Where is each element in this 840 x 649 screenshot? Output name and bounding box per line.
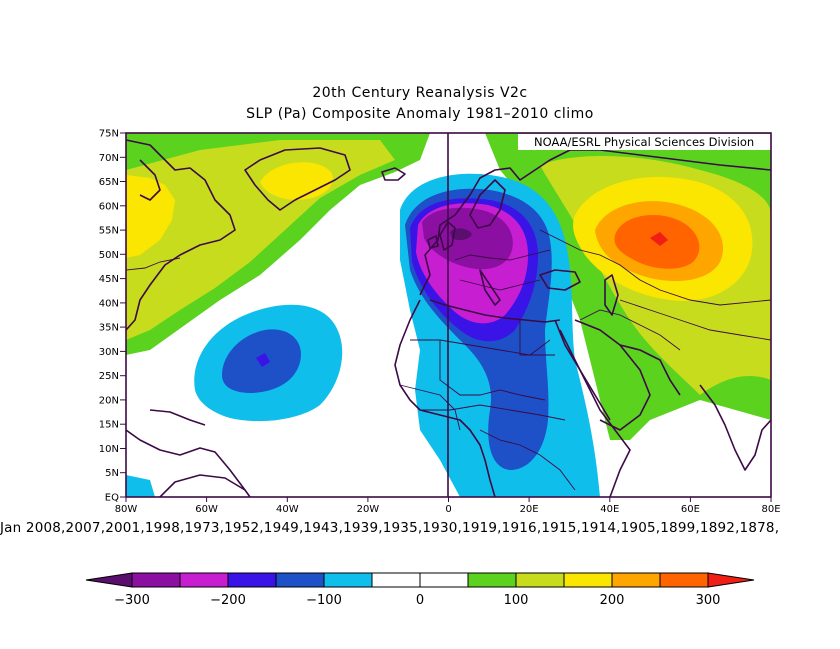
colorbar-bin-8	[467, 572, 517, 588]
coast-india	[699, 384, 771, 471]
credit-box	[518, 134, 771, 150]
colorbar-bin-5	[323, 572, 373, 588]
x-label-0: 0	[445, 504, 451, 515]
border-egypt	[519, 320, 555, 356]
colorbar-bin-6	[371, 572, 421, 588]
coast-south-america	[159, 474, 246, 497]
cb-label-m200: −200	[210, 593, 246, 608]
neg-contour-300	[450, 228, 472, 241]
y-label-55n: 55N	[99, 226, 119, 237]
coastlines	[126, 139, 771, 497]
x-axis-labels: 80W 60W 40W 20W 0 20E 40E 60E 80E	[115, 504, 781, 515]
y-axis-labels: 75N 70N 65N 60N 55N 50N 45N 40N 35N 30N 25N 20N 15N 1…	[99, 129, 119, 504]
colorbar-labels: −300 −200 −100 0 100 200 300	[114, 593, 720, 608]
x-label-20e: 20E	[520, 504, 539, 515]
border-middle-east	[579, 309, 681, 351]
y-label-10n: 10N	[99, 444, 119, 455]
coast-arabia	[574, 319, 651, 431]
border-west-africa	[399, 384, 461, 431]
y-label-30n: 30N	[99, 347, 119, 358]
border-central-asia	[619, 299, 771, 341]
y-label-70n: 70N	[99, 153, 119, 164]
border-sahel	[420, 404, 566, 421]
pos-contour-350-east	[650, 232, 668, 246]
cb-label-100: 100	[504, 593, 529, 608]
border-europe-2	[459, 279, 541, 291]
border-central-africa	[479, 429, 576, 491]
coast-horn-africa	[559, 329, 631, 497]
coast-africa	[394, 299, 496, 497]
coast-caribbean	[126, 429, 251, 497]
country-borders	[126, 229, 771, 491]
coast-hudson	[139, 159, 161, 201]
coast-italy	[479, 269, 501, 306]
pos-contour-150-west	[126, 140, 395, 340]
cb-label-300: 300	[696, 593, 721, 608]
neg-contour-atlantic-150	[256, 353, 270, 367]
x-label-40e: 40E	[600, 504, 619, 515]
title-line-1: 20th Century Reanalysis V2c	[312, 85, 528, 101]
border-russia	[539, 229, 771, 306]
y-axis	[120, 132, 126, 498]
coast-black-sea	[539, 269, 581, 291]
x-axis	[125, 497, 772, 502]
y-label-20n: 20N	[99, 395, 119, 406]
x-label-60e: 60E	[681, 504, 700, 515]
border-sahara-1	[410, 339, 551, 356]
coast-persian-gulf	[619, 344, 681, 396]
coast-cuba	[149, 409, 206, 426]
y-label-eq: EQ	[105, 493, 119, 504]
colorbar-left-arrow	[85, 572, 133, 588]
border-sahara-2	[439, 340, 546, 401]
y-label-60n: 60N	[99, 201, 119, 212]
colorbar-bin-10	[563, 572, 613, 588]
coast-british-isles	[427, 221, 456, 251]
x-label-40w: 40W	[276, 504, 299, 515]
colorbar-bin-1	[131, 572, 181, 588]
coast-greenland	[244, 147, 351, 211]
coast-iceland	[381, 167, 406, 181]
coast-europe	[419, 149, 771, 296]
colorbar-bin-4	[275, 572, 325, 588]
colorbar-bin-3	[227, 572, 277, 588]
y-label-35n: 35N	[99, 323, 119, 334]
credit-text: NOAA/ESRL Physical Sciences Division	[534, 135, 754, 149]
y-label-65n: 65N	[99, 177, 119, 188]
colorbar-bin-9	[515, 572, 565, 588]
colorbar-bin-11	[611, 572, 661, 588]
y-label-40n: 40N	[99, 298, 119, 309]
cb-label-0: 0	[416, 593, 424, 608]
colorbar	[85, 572, 755, 588]
y-label-50n: 50N	[99, 250, 119, 261]
composite-dates: Jan 2008,2007,2001,1998,1973,1952,1949,1…	[0, 520, 780, 536]
colorbar-right-arrow	[707, 572, 755, 588]
colorbar-bin-7	[419, 572, 469, 588]
x-label-20w: 20W	[357, 504, 380, 515]
colorbar-bin-2	[179, 572, 229, 588]
y-label-75n: 75N	[99, 129, 119, 140]
cb-label-m300: −300	[114, 593, 150, 608]
border-canada-us	[126, 257, 181, 271]
y-label-15n: 15N	[99, 420, 119, 431]
coast-scandinavia	[469, 179, 506, 229]
neg-contour-sw-patch	[126, 475, 155, 497]
colorbar-bin-12	[659, 572, 709, 588]
border-europe-1	[454, 249, 551, 261]
coast-caspian	[604, 274, 619, 316]
x-label-80e: 80E	[761, 504, 780, 515]
x-label-80w: 80W	[115, 504, 138, 515]
cb-label-m100: −100	[306, 593, 342, 608]
x-label-60w: 60W	[195, 504, 218, 515]
y-label-5n: 5N	[105, 468, 119, 479]
y-label-45n: 45N	[99, 274, 119, 285]
pos-contour-200-canada	[126, 175, 175, 258]
cb-label-200: 200	[600, 593, 625, 608]
title-line-2: SLP (Pa) Composite Anomaly 1981–2010 cli…	[246, 106, 594, 122]
coast-north-america	[126, 139, 236, 331]
y-label-25n: 25N	[99, 371, 119, 382]
